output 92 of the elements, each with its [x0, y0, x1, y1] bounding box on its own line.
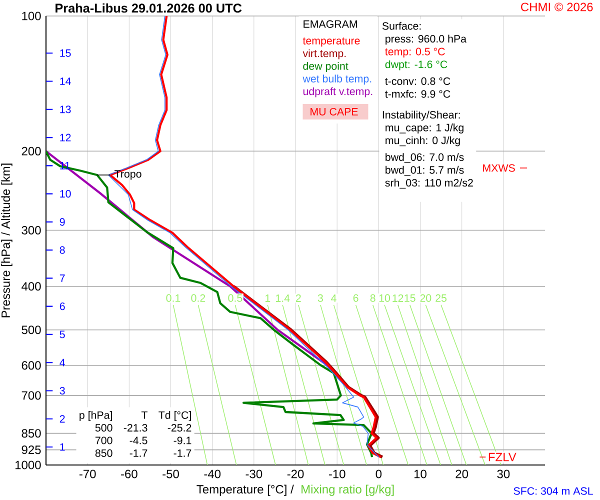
- series-label: 2: [296, 294, 301, 302]
- series-label: 0.1: [166, 294, 180, 302]
- series-label: 20: [420, 294, 432, 302]
- y2-tick-label: 8: [60, 246, 65, 254]
- y-tick-label: 925: [22, 446, 41, 454]
- y2-tick-label: 12: [60, 134, 71, 142]
- annotation: MXWS: [483, 164, 515, 172]
- series-label: 10: [379, 294, 390, 302]
- y2-tick-label: 11: [60, 162, 70, 170]
- y-tick-label: 500: [22, 326, 41, 334]
- x-tick-label: -30: [246, 470, 262, 478]
- y2-tick-label: 1: [60, 443, 65, 451]
- annotation: 700: [95, 436, 112, 444]
- annotation: Instability/Shear:: [382, 110, 460, 121]
- legend-title: EMAGRAM: [304, 20, 357, 28]
- annotation: -25.2: [168, 424, 192, 432]
- chart-title: Praha-Libus 29.01.2026 00 UTC: [56, 3, 242, 13]
- x-tick-label: 10: [414, 470, 426, 478]
- y2-tick-label: 14: [60, 78, 71, 85]
- text: wet bulb temp.: [302, 74, 372, 85]
- x-tick-label: -50: [162, 470, 179, 478]
- x-tick-label: 30: [497, 470, 510, 478]
- annotation: p [hPa]: [80, 411, 112, 422]
- annotation: T: [141, 411, 148, 419]
- series-label: 0.5: [228, 294, 242, 302]
- annotation: mu_cinh: 0 J/kg: [386, 136, 460, 146]
- y2-tick-label: 4: [60, 358, 66, 366]
- annotation: dwpt: -1.6 °C: [385, 60, 448, 70]
- annotation: bwd_06: 7.0 m/s: [386, 153, 464, 163]
- y-tick-label: 700: [22, 391, 41, 400]
- y-tick-label: 600: [22, 361, 41, 370]
- annotation: FZLV: [488, 452, 516, 462]
- annotation: -1.7: [174, 449, 192, 457]
- series-label: 4: [331, 294, 336, 302]
- series-label: 15: [404, 294, 416, 302]
- annotation: Surface:: [382, 22, 421, 30]
- y-tick-label: 300: [22, 226, 41, 234]
- series-label: 25: [436, 294, 447, 302]
- y2-tick-label: 13: [60, 106, 71, 114]
- y2-tick-label: 9: [60, 218, 65, 226]
- x-tick-label: -10: [328, 470, 346, 478]
- series-label: 1: [265, 294, 270, 302]
- text: dew point: [303, 62, 348, 72]
- annotation: 500: [95, 424, 112, 432]
- text: temperature: [302, 37, 360, 47]
- x-tick-label: -60: [121, 470, 138, 478]
- annotation: temp: 0.5 °C: [385, 48, 445, 58]
- y2-tick-label: 7: [60, 274, 65, 282]
- y-tick-label: 200: [22, 146, 41, 156]
- y-axis-title: Pressure [hPa] / Altitude [km]: [1, 164, 12, 318]
- x-axis-title: Temperature [°C] /: [196, 484, 294, 496]
- line-series: [46, 150, 374, 458]
- text: virt.temp.: [302, 49, 346, 60]
- text: CHMI © 2026: [521, 2, 593, 12]
- annotation: srh_03: 110 m2/s2: [385, 178, 473, 189]
- text: udpraft v.temp.: [303, 87, 372, 98]
- y2-tick-label: 10: [60, 190, 71, 198]
- y2-tick-label: 2: [60, 415, 65, 423]
- y-tick-label: 850: [22, 429, 41, 438]
- series-label: 1.4: [276, 294, 290, 302]
- x-tick-label: -70: [79, 470, 96, 478]
- y-tick-label: 1000: [16, 460, 41, 470]
- series-label: 8: [370, 294, 376, 302]
- y2-tick-label: 3: [60, 386, 65, 395]
- series-label: 0.2: [191, 294, 206, 302]
- text: Mixing ratio [g/kg]: [302, 484, 394, 496]
- x-tick-label: 20: [456, 470, 468, 478]
- y2-tick-label: 15: [60, 49, 71, 57]
- series-label: 12: [392, 294, 404, 302]
- annotation: bwd_01: 5.7 m/s: [386, 166, 464, 176]
- annotation: -4.5: [130, 436, 148, 444]
- annotation: -21.3: [124, 424, 148, 432]
- y2-tick-label: 6: [60, 302, 65, 310]
- annotation: -1.7: [130, 449, 148, 457]
- y2-tick-label: 5: [60, 330, 65, 338]
- x-tick-label: -20: [287, 470, 304, 478]
- annotation: Td [°C]: [158, 411, 191, 422]
- annotation: press: 960.0 hPa: [386, 34, 467, 45]
- annotation: -9.1: [174, 436, 192, 444]
- annotation: mu_cape: 1 J/kg: [386, 124, 464, 134]
- x-tick-label: -40: [204, 470, 221, 478]
- annotation: MU CAPE: [310, 108, 358, 116]
- annotation: Tropo: [114, 170, 142, 180]
- annotation: t-mxfc: 9.9 °C: [385, 90, 450, 98]
- series-label: 6: [353, 294, 358, 302]
- series-label: 3: [318, 294, 323, 302]
- text: SFC: 304 m ASL: [514, 487, 593, 495]
- annotation: t-conv: 0.8 °C: [385, 77, 450, 85]
- annotation: 850: [95, 449, 112, 457]
- y-tick-label: 100: [22, 12, 41, 20]
- x-tick-label: 0: [376, 470, 382, 478]
- y-tick-label: 400: [22, 282, 41, 291]
